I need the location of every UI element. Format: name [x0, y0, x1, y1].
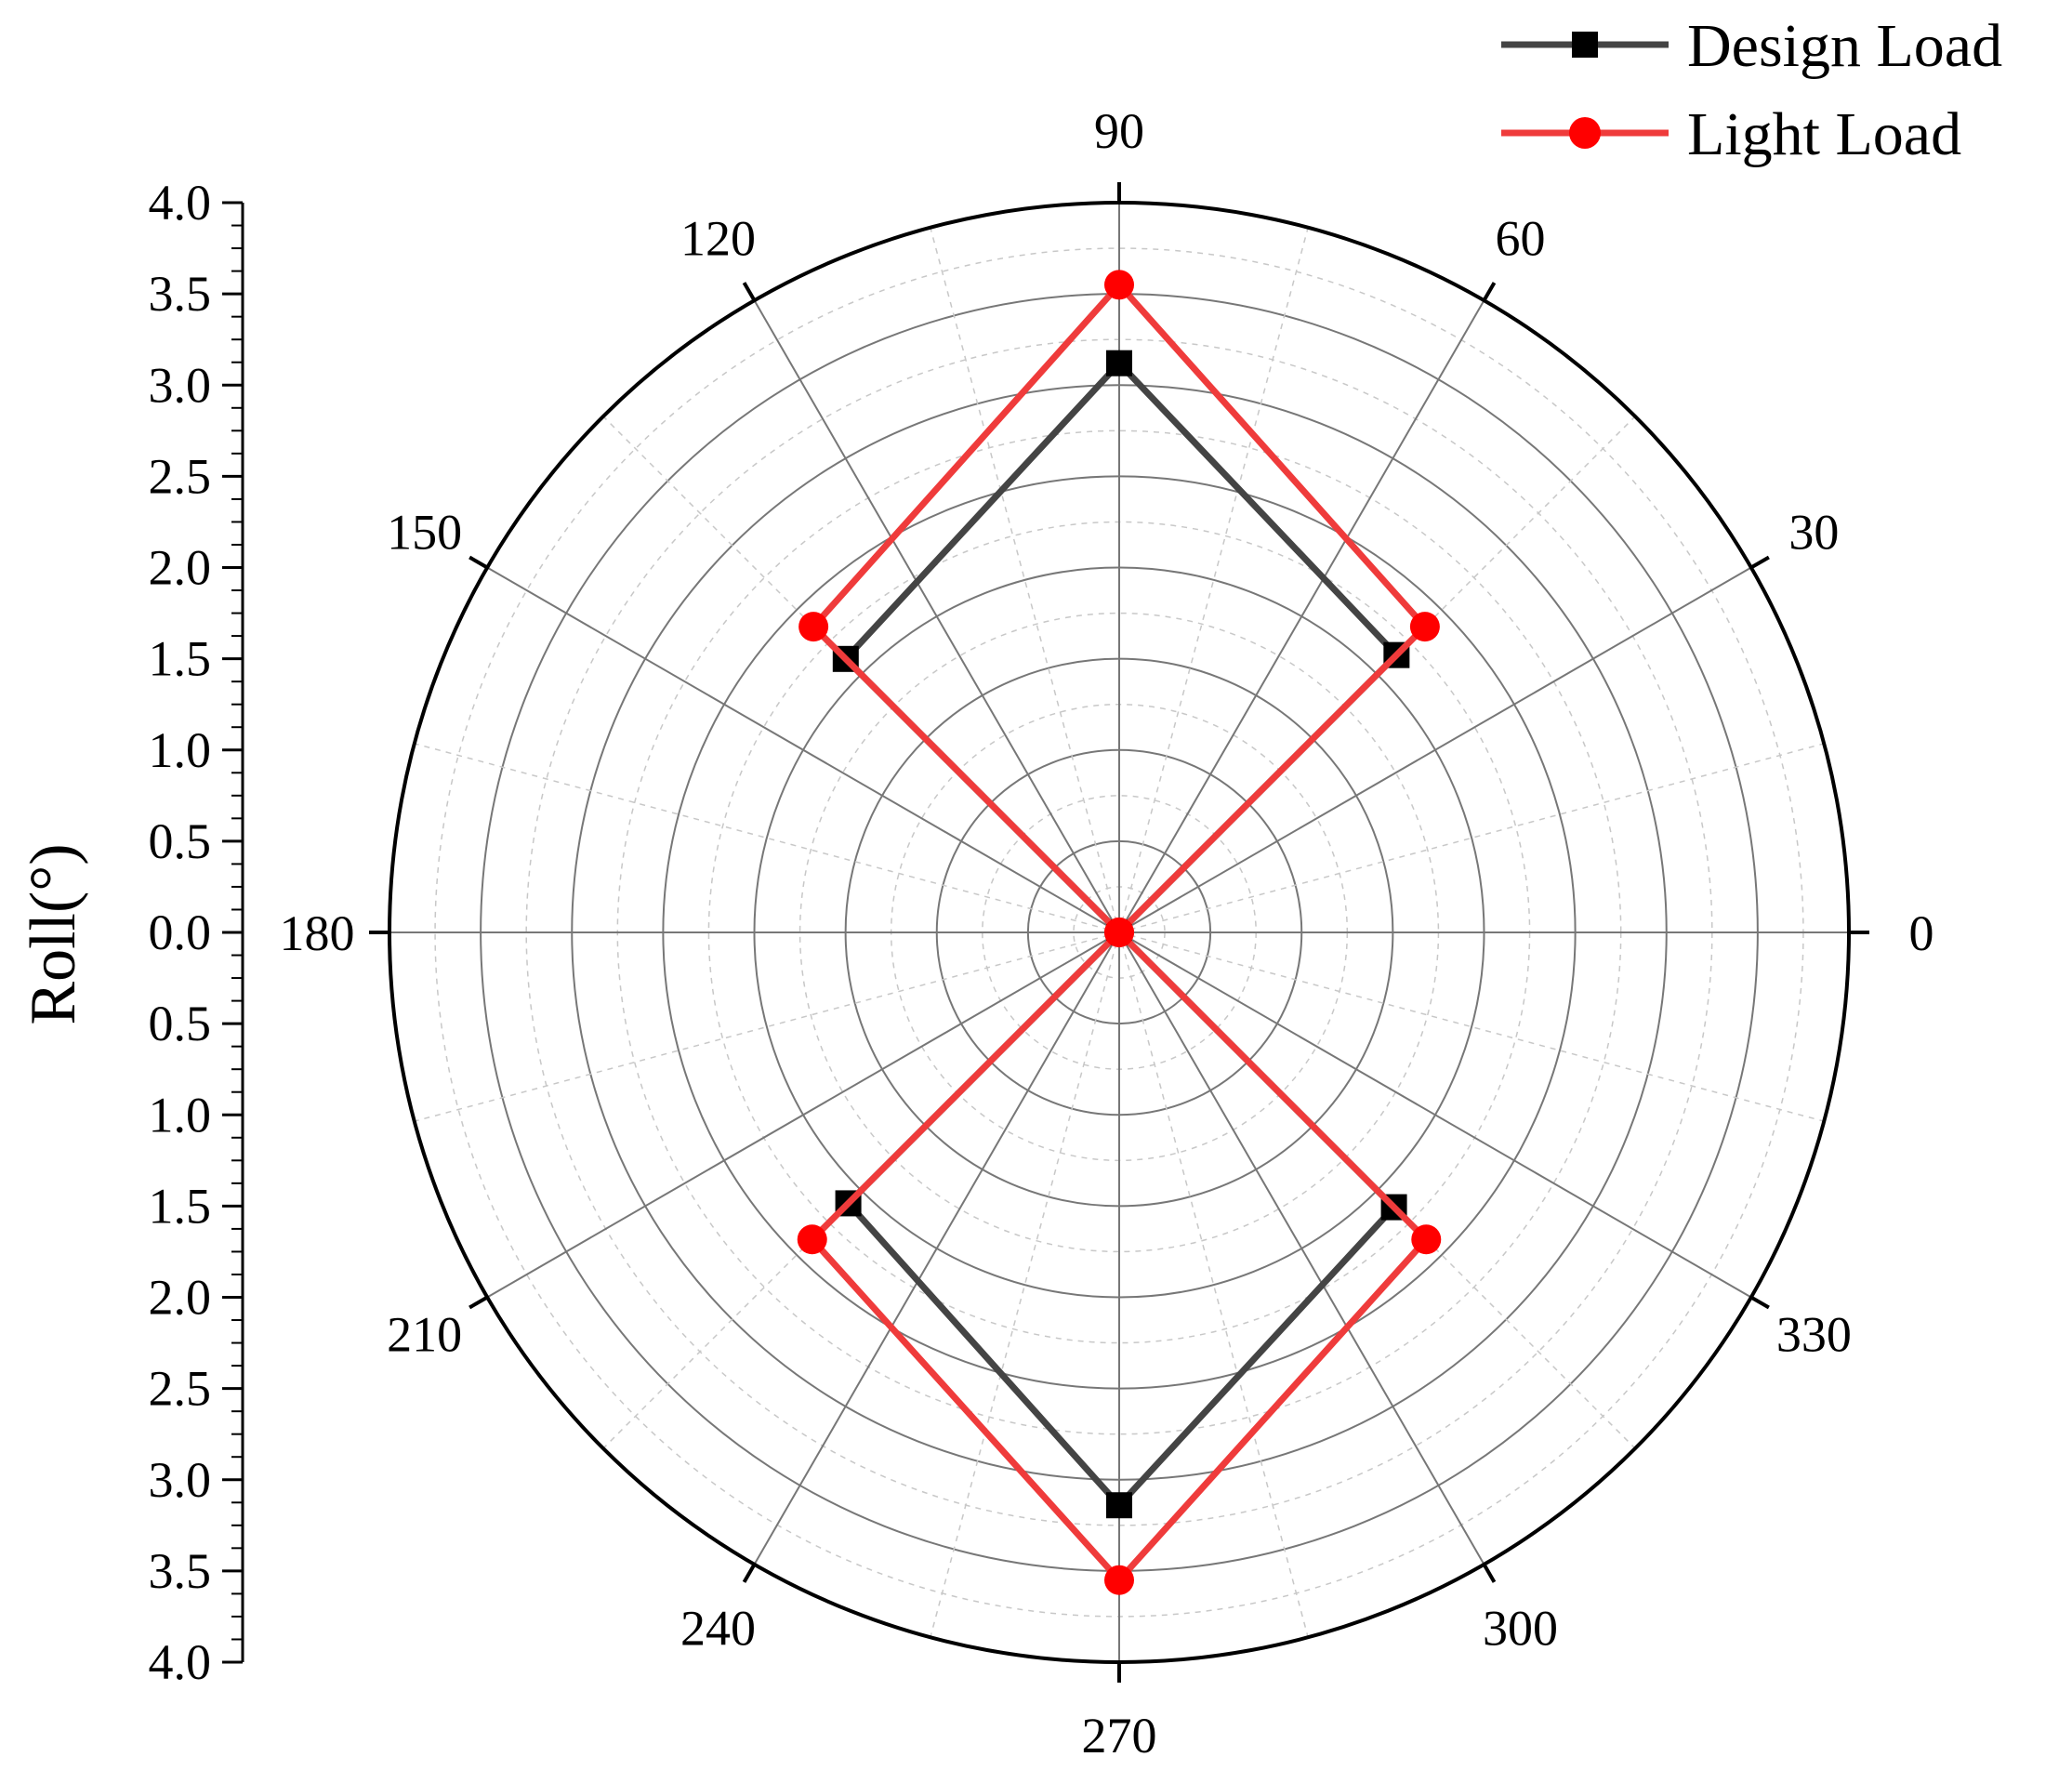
- radial-tick-label: 0.0: [149, 905, 212, 960]
- major-grid-spoke: [753, 299, 1120, 933]
- angle-label: 300: [1483, 1600, 1558, 1656]
- radial-tick-label: 3.0: [149, 357, 212, 413]
- grid-layer: [369, 182, 1869, 1683]
- angle-label: 240: [680, 1600, 756, 1656]
- legend-item: Light Load: [1501, 100, 1961, 168]
- radial-tick-label: 2.0: [149, 1270, 212, 1326]
- radial-tick-label: 4.0: [149, 175, 212, 231]
- radial-tick-label: 1.5: [149, 1178, 212, 1234]
- angle-label: 150: [387, 505, 462, 561]
- major-grid-spoke: [1118, 299, 1485, 933]
- outer-tick: [1749, 1295, 1770, 1310]
- radial-tick-label: 3.5: [149, 266, 212, 322]
- outer-tick: [469, 1295, 489, 1310]
- data-point-circle: [1104, 918, 1134, 947]
- data-point-square: [1106, 1492, 1132, 1519]
- major-grid-spoke: [753, 931, 1120, 1565]
- outer-tick: [1749, 555, 1770, 570]
- angle-label: 120: [680, 211, 756, 267]
- radial-tick-label: 2.5: [149, 1361, 212, 1417]
- data-point-square: [1106, 350, 1132, 376]
- radial-tick-label: 0.5: [149, 996, 212, 1051]
- angle-label: 330: [1776, 1307, 1852, 1363]
- outer-tick: [1482, 1563, 1497, 1583]
- radial-axis: 4.0 3.5 3.0 2.5 2.0 1.5 1.0 0.5 0.0 0.5 1.0 1.5 2.0 2…: [149, 175, 244, 1690]
- major-grid-spoke: [486, 566, 1120, 933]
- radial-tick-label: 3.0: [149, 1452, 212, 1508]
- major-grid-spoke: [486, 931, 1120, 1299]
- data-point-circle: [798, 612, 829, 642]
- legend: Design Load Light Load: [1501, 12, 2002, 168]
- data-point-circle: [1104, 270, 1134, 300]
- radial-tick-label: 2.5: [149, 448, 212, 504]
- data-point-circle: [797, 1224, 827, 1255]
- outer-tick: [742, 1563, 757, 1583]
- angular-axis: 0 30 60 90 120 150 180 210 240 270 300 330: [280, 103, 1934, 1763]
- data-point-circle: [1411, 1224, 1442, 1255]
- data-point-circle: [1104, 1565, 1134, 1595]
- angle-label: 180: [280, 905, 355, 961]
- angle-label: 90: [1094, 103, 1144, 159]
- series-layer: [797, 270, 1442, 1595]
- outer-tick: [742, 282, 757, 302]
- legend-marker-circle: [1569, 117, 1601, 149]
- series-light-load: [797, 270, 1442, 1595]
- radial-tick-label: 0.5: [149, 813, 212, 869]
- y-axis-title: Roll(°): [18, 843, 89, 1024]
- radial-tick-label: 2.0: [149, 540, 212, 596]
- radial-tick-label: 3.5: [149, 1543, 212, 1599]
- major-grid-spoke: [1118, 566, 1752, 933]
- data-point-circle: [1409, 612, 1440, 642]
- angle-label: 30: [1788, 505, 1839, 561]
- angle-label: 0: [1909, 905, 1934, 961]
- angle-label: 60: [1496, 211, 1546, 267]
- legend-marker-square: [1572, 32, 1598, 58]
- angle-label: 210: [387, 1307, 462, 1363]
- radial-tick-label: 1.5: [149, 631, 212, 687]
- radial-tick-label: 4.0: [149, 1634, 212, 1690]
- angle-label: 270: [1082, 1708, 1157, 1763]
- radial-tick-label: 1.0: [149, 722, 212, 778]
- legend-item: Design Load: [1501, 12, 2002, 80]
- major-grid-spoke: [1118, 931, 1485, 1565]
- major-grid-spoke: [1118, 931, 1752, 1299]
- outer-tick: [469, 555, 489, 570]
- legend-label: Design Load: [1687, 12, 2002, 80]
- radial-tick-label: 1.0: [149, 1087, 212, 1143]
- legend-label: Light Load: [1687, 100, 1961, 168]
- outer-tick: [1482, 282, 1497, 302]
